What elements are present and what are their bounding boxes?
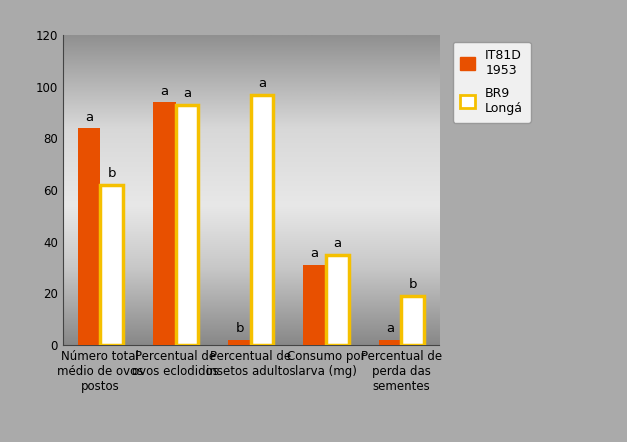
Bar bbox=[379, 339, 401, 345]
Bar bbox=[78, 128, 100, 345]
Text: a: a bbox=[85, 110, 93, 124]
Text: a: a bbox=[161, 85, 168, 98]
Text: b: b bbox=[235, 322, 244, 335]
Bar bbox=[228, 339, 251, 345]
Bar bbox=[401, 296, 424, 345]
Text: b: b bbox=[107, 167, 116, 180]
Text: a: a bbox=[311, 247, 319, 260]
Bar bbox=[100, 185, 123, 345]
Text: a: a bbox=[258, 77, 266, 90]
Text: b: b bbox=[408, 278, 417, 291]
Bar bbox=[251, 95, 273, 345]
Bar bbox=[326, 255, 349, 345]
Text: a: a bbox=[334, 237, 341, 250]
Text: a: a bbox=[183, 88, 191, 100]
Bar bbox=[303, 265, 326, 345]
Text: a: a bbox=[386, 322, 394, 335]
Legend: IT81D
1953, BR9
Longá: IT81D 1953, BR9 Longá bbox=[453, 42, 530, 122]
Bar bbox=[153, 103, 176, 345]
Bar bbox=[176, 105, 198, 345]
